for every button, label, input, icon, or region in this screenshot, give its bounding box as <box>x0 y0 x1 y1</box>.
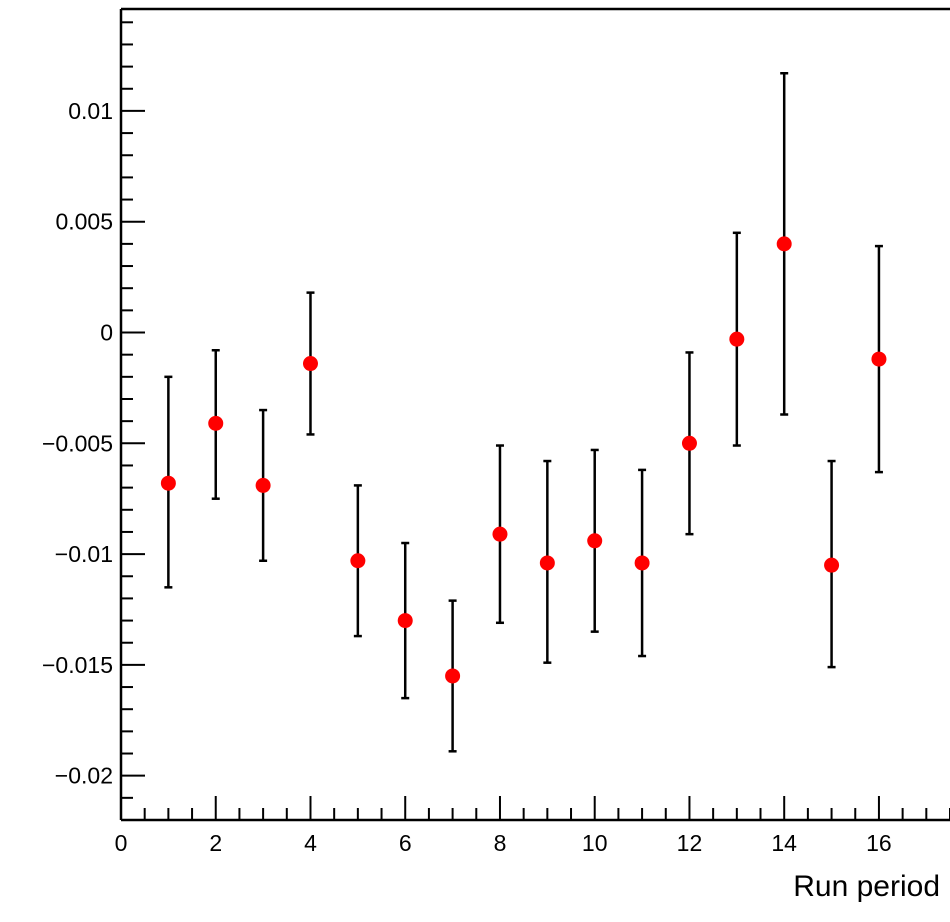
data-point-group <box>255 408 271 562</box>
y-tick-label: 0.005 <box>55 209 113 235</box>
data-point <box>255 477 271 493</box>
y-axis: −0.02 −0.015 −0.01 −0.005 0 0.005 0.01 <box>42 21 145 799</box>
data-point <box>302 356 318 372</box>
data-point-group <box>871 244 887 474</box>
x-tick-label: 12 <box>677 830 703 856</box>
x-tick-label: 14 <box>771 830 797 856</box>
x-axis-title: Run period <box>793 870 940 903</box>
data-point-group <box>445 599 461 753</box>
data-point-group <box>302 291 318 436</box>
data-point-group <box>160 375 176 589</box>
data-point-group <box>824 459 840 669</box>
plot-frame <box>119 7 950 822</box>
x-axis: 0 2 4 6 8 10 12 14 16 <box>115 796 950 856</box>
x-tick-label: 0 <box>115 830 128 856</box>
data-point <box>776 236 792 252</box>
data-point <box>587 533 603 549</box>
data-point <box>492 526 508 542</box>
data-point-group <box>729 231 745 447</box>
data-point-group <box>587 448 603 633</box>
y-tick-label: −0.01 <box>55 541 113 567</box>
x-tick-label: 2 <box>209 830 222 856</box>
data-point-group <box>208 348 224 500</box>
y-tick-label: 0 <box>100 320 113 346</box>
data-point <box>871 351 887 367</box>
y-tick-label: −0.005 <box>42 430 113 456</box>
y-tick-label: −0.015 <box>42 652 113 678</box>
x-tick-label: 6 <box>399 830 412 856</box>
x-tick-label: 16 <box>866 830 892 856</box>
y-tick-label: −0.02 <box>55 763 113 789</box>
x-tick-label: 4 <box>304 830 317 856</box>
data-point-group <box>776 72 792 416</box>
data-point <box>397 613 413 629</box>
data-point-group <box>350 484 366 638</box>
x-tick-label: 10 <box>582 830 608 856</box>
data-point <box>824 557 840 573</box>
data-series <box>160 72 887 753</box>
data-point <box>729 331 745 347</box>
data-point <box>681 435 697 451</box>
data-point-group <box>397 541 413 700</box>
data-point-group <box>539 459 555 664</box>
data-point <box>539 555 555 571</box>
data-point <box>445 668 461 684</box>
data-point-group <box>634 468 650 658</box>
data-point <box>634 555 650 571</box>
y-tick-label: 0.01 <box>68 98 113 124</box>
data-point <box>208 415 224 431</box>
data-point-group <box>492 444 508 625</box>
data-point <box>350 553 366 569</box>
data-point <box>160 475 176 491</box>
x-tick-label: 8 <box>494 830 507 856</box>
data-point-group <box>681 351 697 536</box>
